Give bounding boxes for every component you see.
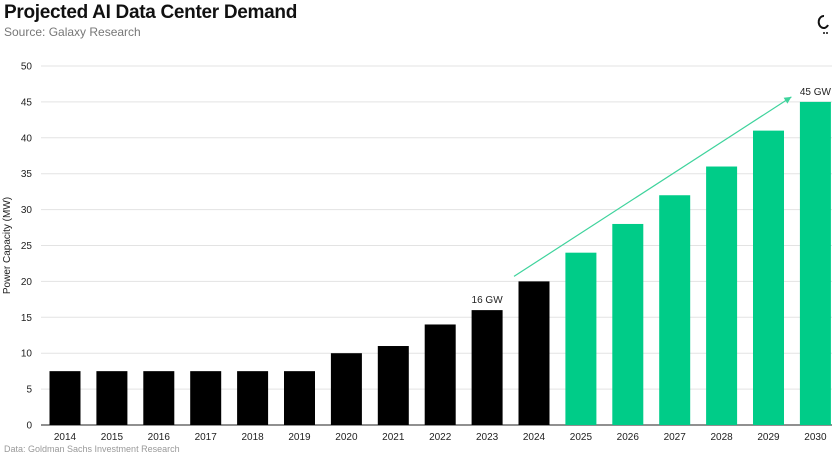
bar-2016: [143, 371, 175, 425]
x-tick-label: 2022: [429, 432, 452, 443]
trend-arrow-line: [513, 96, 792, 277]
galaxy-logo-icon: [817, 15, 829, 34]
y-tick-label: 35: [21, 169, 33, 180]
y-tick-label: 25: [21, 241, 33, 252]
bar-2028: [706, 166, 738, 425]
y-tick-label: 10: [21, 349, 33, 360]
trend-arrow-head: [783, 96, 792, 104]
bar-2019: [284, 371, 315, 425]
y-tick-label: 15: [21, 313, 33, 324]
bar-2015: [96, 371, 128, 425]
bar-2027: [659, 195, 691, 425]
bar-2029: [753, 130, 784, 425]
x-tick-label: 2029: [757, 432, 780, 443]
x-tick-label: 2030: [804, 432, 827, 443]
x-tick-label: 2026: [617, 432, 640, 443]
footnote: Data: Goldman Sachs Investment Research: [4, 444, 180, 454]
bar-2022: [424, 324, 456, 425]
x-tick-label: 2028: [710, 432, 733, 443]
y-tick-label: 40: [21, 133, 33, 144]
bar-2023: [471, 310, 503, 425]
x-tick-label: 2015: [101, 432, 124, 443]
bar-2017: [190, 371, 222, 425]
chart-subtitle: Source: Galaxy Research: [4, 25, 141, 39]
chart-title: Projected AI Data Center Demand: [4, 2, 298, 23]
x-tick-label: 2021: [382, 432, 405, 443]
y-axis-label: Power Capacity (MW): [2, 197, 13, 294]
bar-2026: [612, 223, 644, 425]
y-tick-label: 30: [21, 205, 33, 216]
x-tick-label: 2014: [54, 432, 77, 443]
x-tick-label: 2024: [523, 432, 546, 443]
bar-2024: [518, 281, 550, 425]
x-tick-label: 2025: [570, 432, 593, 443]
x-tick-label: 2019: [288, 432, 311, 443]
y-tick-label: 50: [21, 62, 33, 73]
x-tick-label: 2023: [476, 432, 499, 443]
bar-2014: [49, 371, 81, 425]
data-label-2023: 16 GW: [472, 295, 504, 306]
y-tick-label: 20: [21, 277, 33, 288]
y-tick-label: 45: [21, 97, 33, 108]
bar-2018: [237, 371, 269, 425]
data-label-2030: 45 GW: [800, 87, 832, 98]
x-tick-label: 2018: [241, 432, 264, 443]
bar-2030: [799, 101, 831, 426]
y-tick-label: 5: [26, 385, 32, 396]
bar-2021: [377, 346, 409, 425]
x-tick-label: 2027: [664, 432, 687, 443]
x-tick-label: 2017: [195, 432, 218, 443]
x-tick-label: 2020: [335, 432, 358, 443]
x-tick-label: 2016: [148, 432, 171, 443]
y-tick-label: 0: [26, 421, 32, 432]
bar-2020: [330, 353, 362, 425]
bar-2025: [565, 252, 597, 425]
